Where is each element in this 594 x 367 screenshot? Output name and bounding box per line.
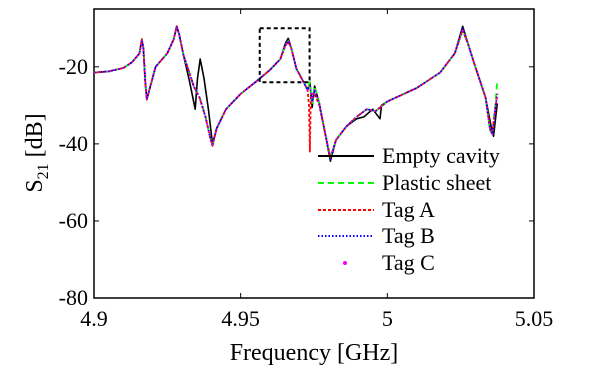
- y-tick-label: -80: [59, 285, 88, 310]
- x-axis-label: Frequency [GHz]: [230, 340, 399, 366]
- legend-label-0: Empty cavity: [382, 143, 500, 168]
- legend-label-2: Tag A: [382, 197, 435, 222]
- series-line-2: [93, 25, 499, 159]
- y-axis-label: S21 [dB]: [22, 113, 52, 192]
- y-axis-label-unit: [dB]: [22, 113, 48, 157]
- x-tick-label: 4.9: [80, 306, 108, 331]
- x-tick-label: 5.05: [515, 306, 554, 331]
- series-layer: [93, 25, 499, 162]
- series-line-4: [93, 25, 499, 159]
- legend-label-4: Tag C: [382, 250, 435, 275]
- y-axis-label-main: S: [22, 179, 48, 192]
- legend-label-1: Plastic sheet: [382, 170, 491, 195]
- y-tick-label: -60: [59, 208, 88, 233]
- y-axis-label-sub: 21: [35, 163, 52, 179]
- plot-area-border: [93, 8, 535, 299]
- highlight-box: [258, 27, 311, 84]
- x-tick-label: 4.95: [221, 306, 260, 331]
- legend-marker-4: [343, 261, 347, 265]
- ticks-layer: 4.9 4.95 5 5.05 -80 -60 -40 -20: [59, 9, 554, 331]
- y-tick-label: -20: [59, 54, 88, 79]
- legend-label-3: Tag B: [382, 223, 435, 248]
- x-tick-label: 5: [382, 306, 393, 331]
- y-tick-label: -40: [59, 131, 88, 156]
